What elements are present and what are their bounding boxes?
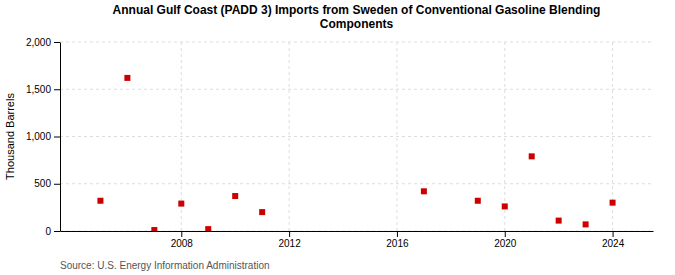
- point: [232, 193, 238, 199]
- grid-line: [60, 183, 653, 184]
- tick: 0: [45, 226, 60, 237]
- tick-label: 1,000: [26, 131, 51, 142]
- y-axis: 0 500 1,000 1,500 2,000: [26, 37, 61, 237]
- tick: 2024: [602, 231, 625, 249]
- chart: 2008 2012 2016 2020 2024 0 500 1,000 1,500 2,000 A…: [0, 0, 675, 275]
- tick-mark: [397, 231, 398, 237]
- tick: 2008: [171, 231, 194, 249]
- point: [556, 218, 562, 224]
- points: [97, 75, 615, 231]
- tick-label: 1,500: [26, 84, 51, 95]
- grid-line: [289, 42, 290, 231]
- tick-mark: [54, 231, 60, 232]
- grid-line: [396, 42, 397, 231]
- tick-label: 500: [34, 178, 51, 189]
- grid-line: [60, 231, 653, 232]
- point: [610, 200, 616, 206]
- tick-label: 0: [45, 226, 51, 237]
- tick-mark: [505, 231, 506, 237]
- tick-label: 2024: [602, 238, 625, 249]
- grid-line: [60, 136, 653, 137]
- grid-line: [60, 42, 653, 43]
- tick-label: 2,000: [26, 37, 51, 48]
- title-line: Components: [320, 17, 394, 31]
- tick: 2,000: [26, 37, 60, 48]
- point: [178, 201, 184, 207]
- tick: 1,500: [26, 84, 60, 95]
- tick: 1,000: [26, 131, 60, 142]
- tick-mark: [54, 42, 60, 43]
- grid-line: [504, 42, 505, 231]
- point: [529, 153, 535, 159]
- tick-label: 2008: [171, 238, 194, 249]
- tick: 2020: [494, 231, 517, 249]
- point: [151, 227, 157, 231]
- tick-mark: [54, 89, 60, 90]
- point: [97, 198, 103, 204]
- tick-mark: [54, 184, 60, 185]
- source: Source: U.S. Energy Information Administ…: [60, 260, 270, 271]
- axis-line: [60, 43, 61, 232]
- point: [583, 221, 589, 227]
- grid: [60, 42, 653, 231]
- tick-label: 2016: [386, 238, 409, 249]
- tick-mark: [289, 231, 290, 237]
- tick-mark: [181, 231, 182, 237]
- point: [124, 75, 130, 81]
- y-axis-label: Thousand Barrels: [4, 93, 16, 180]
- point: [205, 226, 211, 231]
- point: [502, 203, 508, 209]
- point: [475, 198, 481, 204]
- point: [421, 188, 427, 194]
- point: [259, 209, 265, 215]
- tick: 500: [34, 178, 60, 189]
- x-axis: 2008 2012 2016 2020 2024: [61, 231, 654, 249]
- tick-mark: [613, 231, 614, 237]
- title-line: Annual Gulf Coast (PADD 3) Imports from …: [113, 3, 601, 17]
- tick-label: 2012: [278, 238, 301, 249]
- tick: 2016: [386, 231, 409, 249]
- tick-label: 2020: [494, 238, 517, 249]
- grid-line: [60, 89, 653, 90]
- tick: 2012: [278, 231, 301, 249]
- tick-mark: [54, 137, 60, 138]
- axis-line: [61, 231, 654, 232]
- title: Annual Gulf Coast (PADD 3) Imports from …: [113, 3, 601, 31]
- plot: 2008 2012 2016 2020 2024 0 500 1,000 1,500 2,000: [26, 37, 654, 249]
